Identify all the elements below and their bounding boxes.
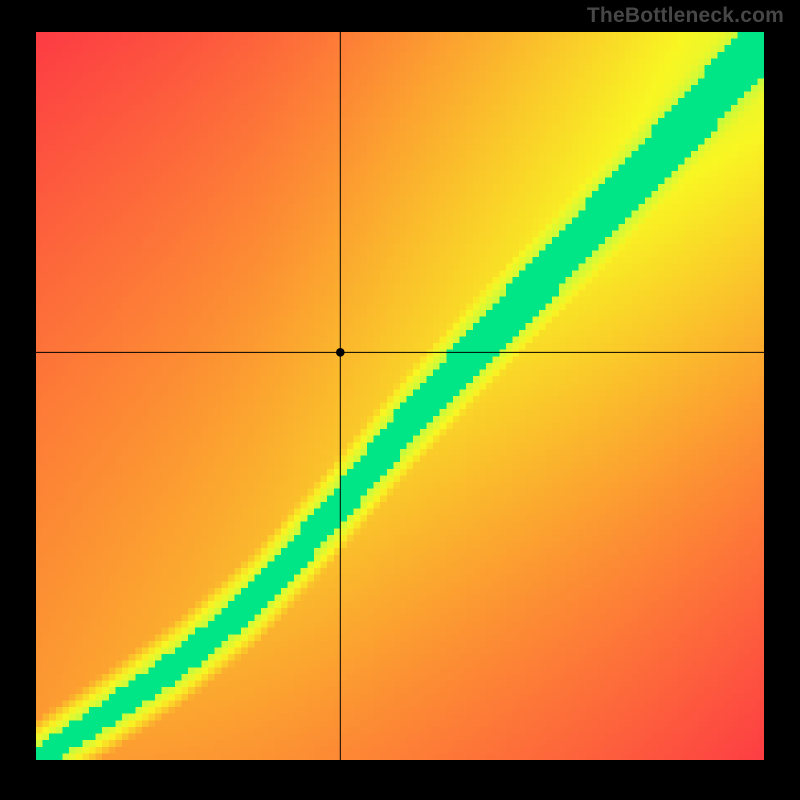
chart-root: TheBottleneck.com (0, 0, 800, 800)
crosshair-dot (336, 348, 345, 357)
watermark-text: TheBottleneck.com (587, 4, 784, 28)
crosshair-overlay (36, 32, 764, 760)
